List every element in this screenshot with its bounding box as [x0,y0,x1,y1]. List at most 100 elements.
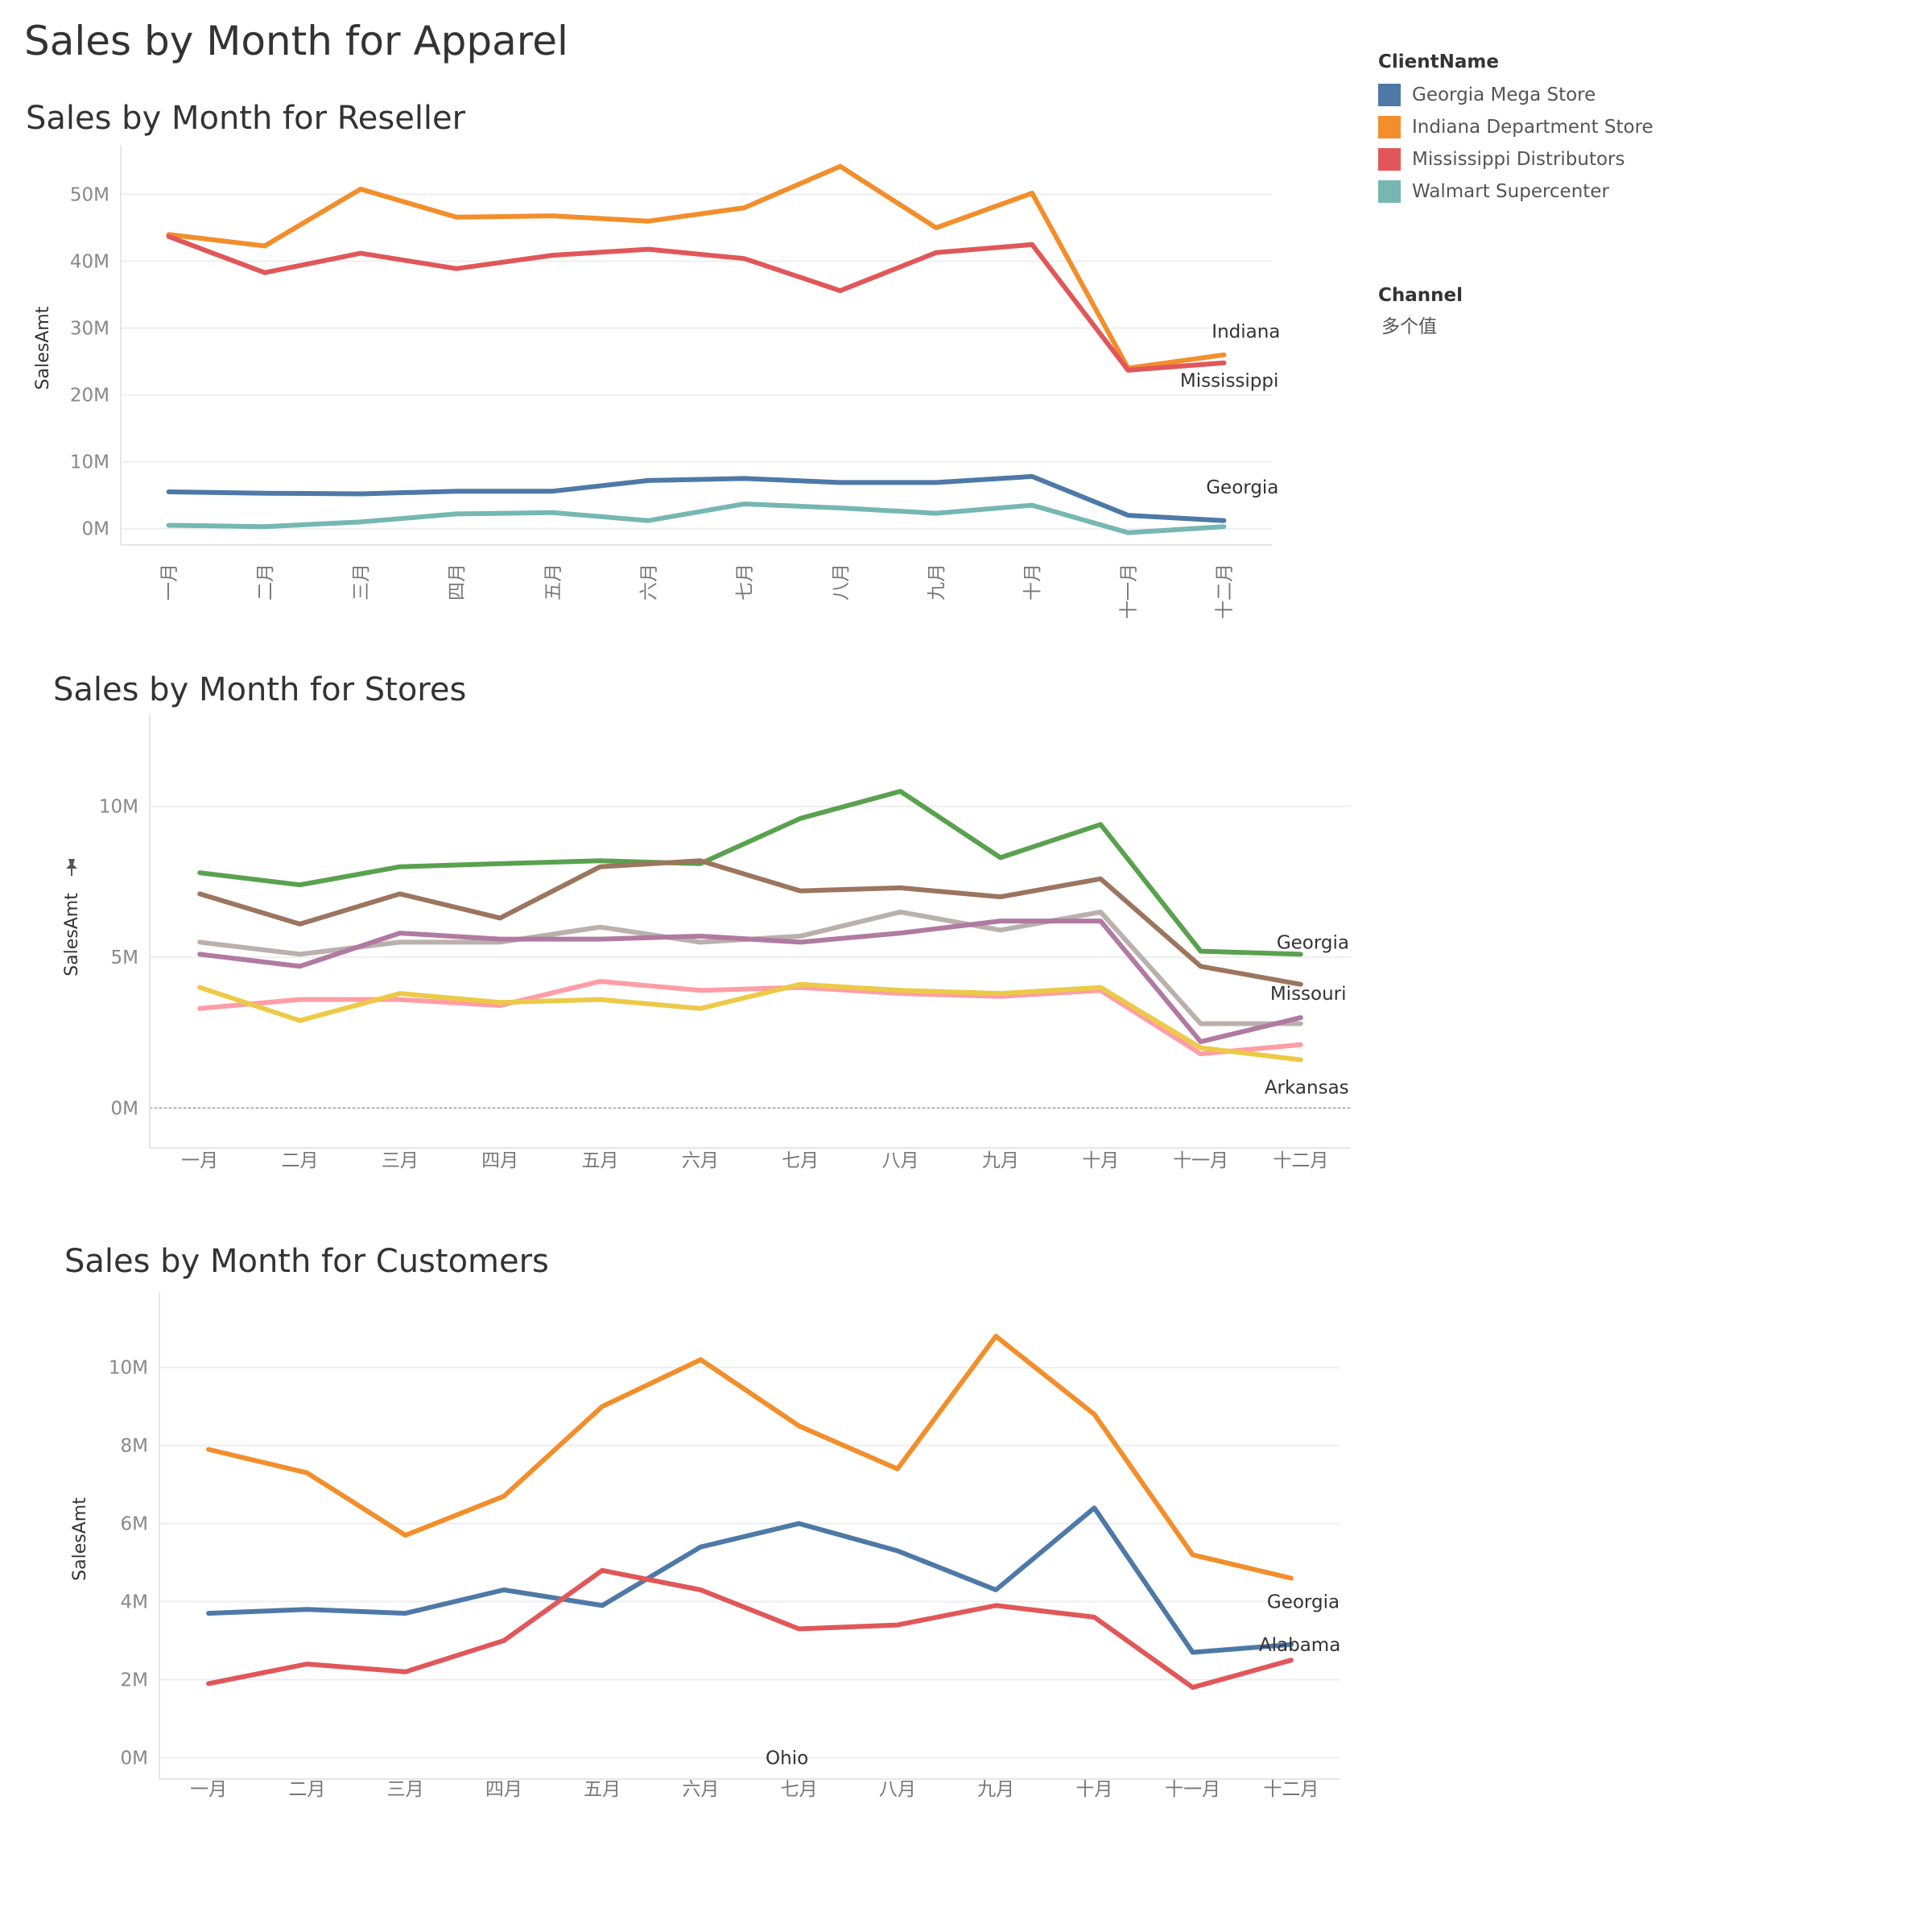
dashboard-title: Sales by Month for Apparel [24,18,568,64]
filter-value[interactable]: 多个值 [1381,316,1437,337]
series-line-3 [206,1567,1294,1690]
customers-chart-plot[interactable]: 0M 2M 4M 6M 8M 10M 一月 二月 三月 四月 五月 六月 七月 八月 九月 十月 十一月 十二月 S… [0,1232,1368,1811]
x-tick-label: 二月 [282,1150,319,1171]
x-tick-label: 一月 [190,1779,227,1800]
y-tick-label: 5M [111,947,138,968]
x-tick-label: 二月 [255,564,276,601]
series-line-4 [197,919,1303,1045]
y-tick-label: 8M [121,1436,148,1457]
legend-swatch [1378,148,1401,171]
x-tick-label: 三月 [387,1779,424,1800]
channel-filter[interactable]: Channel 多个值 [1378,285,1463,338]
x-tick-label: 一月 [181,1150,218,1171]
line-end-label: Arkansas [1265,1077,1349,1098]
x-tick-label: 九月 [927,564,947,601]
reseller-chart-title: Sales by Month for Reseller [26,100,466,137]
series-line-5 [197,979,1303,1057]
line-end-label: Indiana [1212,322,1280,343]
series-line-1 [197,789,1303,957]
x-tick-label: 五月 [543,564,564,601]
legend-swatch [1378,116,1401,138]
customers-chart: Sales by Month for Customers 0M 2M 4M 6M 8M 1… [0,1232,1368,1811]
y-tick-label: 4M [121,1592,148,1613]
x-tick-label: 四月 [481,1150,518,1171]
x-tick-label: 八月 [882,1150,919,1171]
line-end-label: Georgia [1277,932,1349,953]
legend-item-mississippi[interactable]: Mississippi Distributors [1378,143,1829,175]
x-tick-label: 五月 [582,1150,619,1171]
y-tick-label: 0M [121,1748,148,1769]
y-tick-label: 50M [70,185,109,206]
x-tick-label: 四月 [485,1779,522,1800]
legend-swatch [1378,84,1401,106]
x-tick-label: 十月 [1022,564,1043,601]
series-line-2 [197,858,1303,987]
stores-chart: Sales by Month for Stores 0M 5M 10M 一月 二月 三月 四… [0,660,1368,1208]
line-end-label: Georgia [1267,1592,1340,1613]
legend-label: Walmart Supercenter [1412,181,1609,202]
x-tick-label: 七月 [781,1779,818,1800]
y-tick-label: 0M [82,519,109,540]
line-end-label: Missouri [1270,984,1347,1005]
y-tick-label: 6M [121,1514,148,1535]
legend-label: Indiana Department Store [1412,117,1653,138]
customers-chart-title: Sales by Month for Customers [64,1243,549,1280]
y-tick-label: 30M [70,319,109,340]
y-axis-title: SalesAmt [70,1497,90,1581]
x-tick-label: 七月 [735,564,756,601]
x-tick-label: 二月 [288,1779,325,1800]
y-tick-label: 20M [70,386,109,407]
line-end-label: Georgia [1206,477,1278,498]
x-tick-label: 七月 [782,1150,819,1171]
x-tick-label: 三月 [351,564,372,601]
x-tick-label: 十月 [1082,1150,1119,1171]
x-tick-label: 十一月 [1118,564,1139,619]
legend-swatch [1378,180,1401,203]
series-line-1 [166,163,1227,371]
legend-item-walmart[interactable]: Walmart Supercenter [1378,175,1829,208]
y-axis-title: SalesAmt [33,306,53,390]
y-tick-label: 40M [70,252,109,273]
legend-item-indiana[interactable]: Indiana Department Store [1378,111,1829,143]
x-tick-label: 十一月 [1173,1150,1228,1171]
pin-icon[interactable] [61,857,82,877]
x-tick-label: 十二月 [1273,1150,1328,1171]
filter-title: Channel [1378,285,1463,306]
x-tick-label: 八月 [831,564,852,601]
line-end-label: Mississippi [1180,370,1279,391]
x-tick-label: 八月 [879,1779,916,1800]
x-tick-label: 十一月 [1165,1779,1220,1800]
line-end-label: Alabama [1259,1635,1340,1656]
stores-chart-title: Sales by Month for Stores [53,671,467,708]
reseller-chart: Sales by Month for Reseller 0M 10M 20M 30M 4… [0,89,1368,636]
client-legend: ClientName Georgia Mega Store Indiana De… [1378,52,1829,208]
y-tick-label: 10M [109,1358,148,1379]
series-line-6 [197,981,1303,1063]
x-tick-label: 六月 [638,564,659,601]
x-tick-label: 三月 [382,1150,419,1171]
series-line-2 [166,233,1227,373]
legend-item-georgia[interactable]: Georgia Mega Store [1378,79,1829,111]
stores-chart-plot[interactable]: 0M 5M 10M 一月 二月 三月 四月 五月 六月 七月 八月 九月 十月 十一月 十二月 SalesAm… [0,660,1368,1208]
line-end-label: Ohio [766,1748,808,1769]
series-line-3 [166,473,1227,523]
x-tick-label: 十月 [1075,1779,1113,1800]
x-tick-label: 一月 [159,564,180,601]
reseller-chart-plot[interactable]: 0M 10M 20M 30M 40M 50M 一月 二月 三月 四月 五月 六月 七月 八月 九月 十月 十一月… [0,89,1368,636]
x-tick-label: 六月 [682,1150,719,1171]
y-tick-label: 2M [121,1670,148,1691]
x-tick-label: 四月 [447,564,468,601]
x-tick-label: 五月 [584,1779,621,1800]
series-line-4 [166,502,1227,535]
x-tick-label: 六月 [682,1779,719,1800]
series-line-2 [206,1505,1294,1655]
y-tick-label: 10M [70,452,109,473]
legend-label: Mississippi Distributors [1412,149,1625,170]
legend-label: Georgia Mega Store [1412,85,1596,105]
x-tick-label: 十二月 [1214,564,1235,619]
legend-title: ClientName [1378,52,1499,72]
y-tick-label: 10M [99,797,138,818]
y-tick-label: 0M [111,1099,138,1120]
x-tick-label: 十二月 [1263,1779,1319,1800]
x-tick-label: 九月 [977,1779,1014,1800]
